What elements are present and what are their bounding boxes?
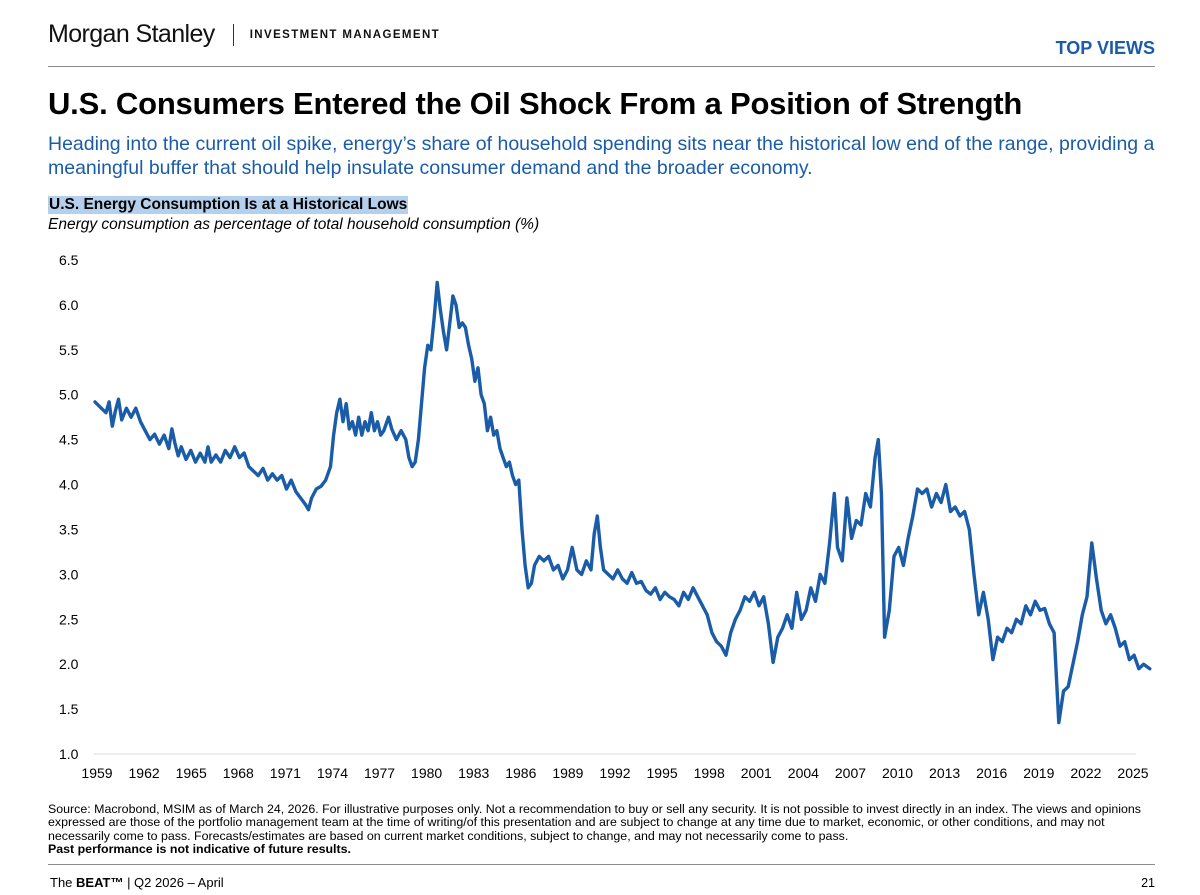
brand-subtitle: INVESTMENT MANAGEMENT — [249, 28, 441, 41]
x-tick-label: 1989 — [552, 765, 583, 781]
x-tick-label: 1986 — [505, 765, 536, 781]
energy-share-series-line — [93, 280, 1152, 725]
footer-brand: BEAT™ — [76, 875, 124, 890]
x-tick-label: 2022 — [1070, 765, 1101, 781]
x-tick-label: 2019 — [1023, 765, 1054, 781]
footer-date: | Q2 2026 – April — [123, 875, 224, 890]
page-header: Morgan Stanley INVESTMENT MANAGEMENT TOP… — [48, 18, 1155, 67]
line-chart: 6.5 6.0 5.5 5.0 4.5 4.0 3.5 3.0 2.5 2.0 1.5 1.0 195… — [59, 252, 1152, 781]
footer-label: The BEAT™ | Q2 2026 – April — [50, 875, 224, 890]
x-tick-label: 1971 — [270, 765, 301, 781]
footer-prefix: The — [50, 875, 77, 890]
x-tick-label: 2004 — [788, 765, 819, 781]
x-tick-label: 1959 — [81, 765, 112, 781]
chart-subtitle: Energy consumption as percentage of tota… — [48, 216, 540, 233]
y-tick-label: 1.5 — [59, 701, 79, 717]
page-subtitle: Heading into the current oil spike, ener… — [48, 133, 1155, 179]
brand-name: Morgan Stanley — [48, 20, 215, 48]
x-tick-label: 1995 — [647, 765, 678, 781]
y-tick-label: 1.0 — [59, 746, 79, 762]
x-tick-label: 2001 — [741, 765, 772, 781]
x-tick-label: 1974 — [317, 765, 348, 781]
x-tick-label: 1998 — [694, 765, 725, 781]
x-tick-label: 2013 — [929, 765, 960, 781]
series-layer — [93, 280, 1152, 725]
x-tick-label: 1977 — [364, 765, 395, 781]
source-footnote: Source: Macrobond, MSIM as of March 24, … — [48, 802, 1156, 857]
y-tick-label: 5.0 — [59, 387, 79, 403]
y-tick-label: 2.0 — [59, 656, 79, 672]
footnote-text: Source: Macrobond, MSIM as of March 24, … — [48, 802, 1141, 843]
x-tick-label: 1983 — [458, 765, 489, 781]
footnote-disclaimer: Past performance is not indicative of fu… — [48, 842, 351, 857]
section-label: TOP VIEWS — [1055, 38, 1155, 58]
x-tick-label: 1968 — [223, 765, 254, 781]
x-axis: 1959 1962 1965 1968 1971 1974 1977 1980 1983 1986… — [81, 753, 1149, 781]
y-tick-label: 5.5 — [59, 342, 79, 358]
y-tick-label: 4.5 — [59, 432, 79, 448]
y-tick-label: 4.0 — [59, 477, 79, 493]
x-tick-label: 1962 — [129, 765, 160, 781]
y-tick-label: 3.5 — [59, 521, 79, 537]
y-tick-label: 3.0 — [59, 566, 79, 582]
x-tick-label: 2010 — [882, 765, 913, 781]
page-title: U.S. Consumers Entered the Oil Shock Fro… — [48, 86, 1023, 121]
footer-divider — [48, 864, 1155, 865]
x-tick-label: 2007 — [835, 765, 866, 781]
x-tick-label: 2016 — [976, 765, 1007, 781]
x-tick-label: 2025 — [1117, 765, 1148, 781]
y-axis: 6.5 6.0 5.5 5.0 4.5 4.0 3.5 3.0 2.5 2.0 1.5 1.0 — [59, 252, 79, 762]
y-tick-label: 6.0 — [59, 297, 79, 313]
page-number: 21 — [1141, 876, 1155, 890]
brand-divider — [232, 23, 234, 46]
brand-logo: Morgan Stanley INVESTMENT MANAGEMENT — [48, 20, 440, 49]
x-tick-label: 1980 — [411, 765, 442, 781]
x-tick-label: 1992 — [599, 765, 630, 781]
x-tick-label: 1965 — [176, 765, 207, 781]
chart-title: U.S. Energy Consumption Is at a Historic… — [48, 196, 409, 214]
y-tick-label: 6.5 — [59, 252, 79, 268]
y-tick-label: 2.5 — [59, 611, 79, 627]
